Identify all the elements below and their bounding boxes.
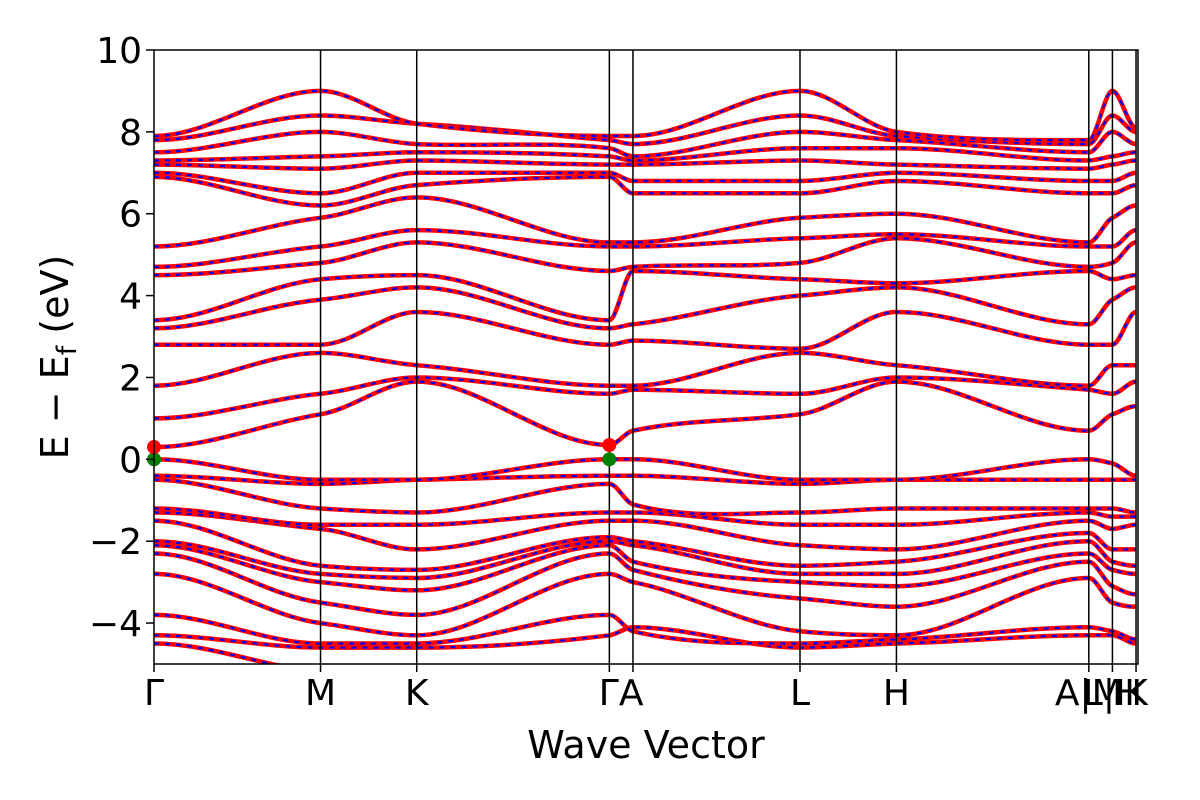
band-0-red bbox=[154, 641, 283, 664]
band-28-blue bbox=[154, 89, 1137, 142]
y-axis-label: E − Ef (eV) bbox=[33, 255, 83, 460]
kpath-lines bbox=[319, 50, 1137, 664]
y-tick-label-7: 10 bbox=[96, 31, 142, 72]
plot-frame bbox=[153, 49, 1139, 665]
x-tick-label-6: A|M bbox=[1055, 673, 1123, 714]
y-axis-label-subscript: f bbox=[52, 344, 83, 355]
band-18-red bbox=[154, 268, 1137, 323]
band-marker-2 bbox=[602, 452, 617, 467]
x-tick-label-7: L|H bbox=[1083, 673, 1142, 714]
x-axis-label: Wave Vector bbox=[527, 723, 765, 767]
band-20-red bbox=[154, 227, 1137, 270]
y-tick-label-1: −2 bbox=[89, 522, 142, 563]
y-tick-label-2: 0 bbox=[119, 440, 142, 481]
band-23-blue bbox=[154, 171, 1137, 195]
band-8-blue bbox=[154, 511, 1137, 551]
x-tick-label-8: K bbox=[1124, 673, 1149, 714]
y-axis-label-main: E − E bbox=[33, 355, 77, 459]
y-tick-label-6: 8 bbox=[119, 113, 142, 154]
band-16-blue bbox=[154, 310, 1137, 350]
x-tick-label-2: K bbox=[405, 673, 430, 714]
band-26-blue bbox=[154, 130, 1137, 158]
band-12-blue bbox=[154, 458, 1137, 481]
y-tick-label-4: 4 bbox=[119, 277, 142, 318]
y-tick-label-3: 2 bbox=[119, 358, 142, 399]
y-tick-label-5: 6 bbox=[119, 195, 142, 236]
band-3-blue bbox=[154, 572, 1137, 637]
x-tick-label-0: Γ bbox=[144, 673, 164, 714]
band-marker-3 bbox=[602, 438, 617, 453]
band-16-red bbox=[154, 309, 1137, 352]
markers-layer bbox=[147, 438, 617, 467]
band-5-blue bbox=[154, 544, 1137, 592]
x-tick-label-5: H bbox=[883, 673, 910, 714]
y-axis-label-unit: (eV) bbox=[33, 255, 77, 346]
band-13-blue bbox=[154, 380, 1137, 449]
y-tick-label-0: −4 bbox=[89, 604, 142, 645]
bands-layer bbox=[154, 88, 1138, 664]
x-tick-label-3: ΓA bbox=[599, 673, 644, 714]
x-tick-label-1: M bbox=[305, 673, 336, 714]
band-0-blue bbox=[154, 642, 277, 664]
y-axis: −4 −2 0 2 4 6 8 10 bbox=[89, 31, 154, 645]
x-tick-label-4: L bbox=[790, 673, 810, 714]
x-axis: Γ M K ΓA L H A|ML|HK bbox=[144, 664, 1149, 714]
band-17-red bbox=[154, 285, 1137, 331]
